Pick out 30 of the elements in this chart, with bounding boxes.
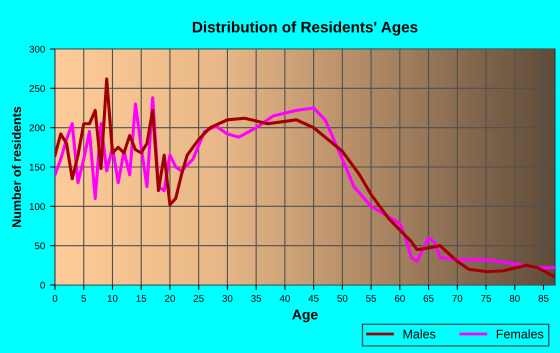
x-tick-label: 75 <box>481 295 492 302</box>
x-tick-label: 25 <box>194 294 204 302</box>
x-tick-label: 65 <box>424 294 434 302</box>
y-tick-label: 300 <box>29 46 45 53</box>
x-tick-label: 40 <box>280 294 290 302</box>
y-tick-label: 100 <box>30 203 45 210</box>
x-tick-label: 35 <box>251 294 262 302</box>
y-axis-title: Number of residents <box>12 106 22 227</box>
y-tick-label: 250 <box>30 85 45 92</box>
x-tick-label: 55 <box>366 295 376 302</box>
x-tick-label: 45 <box>308 295 319 302</box>
y-tick-label: 200 <box>30 124 45 132</box>
x-tick-label: 50 <box>337 294 348 302</box>
x-tick-label: 80 <box>510 294 520 302</box>
x-tick-label: 30 <box>222 294 232 302</box>
y-tick-label: 150 <box>30 164 45 171</box>
y-tick-label: 50 <box>34 242 45 250</box>
y-tick-label: 0 <box>40 282 45 289</box>
x-tick-label: 20 <box>165 294 175 302</box>
x-tick-label: 60 <box>394 294 405 302</box>
x-tick-label: 10 <box>108 294 118 302</box>
x-tick-label: 70 <box>452 294 462 302</box>
x-tick-label: 15 <box>136 295 146 302</box>
x-tick-label: 0 <box>52 294 58 302</box>
legend-label: Males <box>404 329 436 338</box>
x-tick-label: 85 <box>538 294 549 302</box>
chart-title: Distribution of Residents' Ages <box>192 21 418 36</box>
x-tick-label: 5 <box>81 295 86 302</box>
x-axis-title: Age <box>292 310 318 322</box>
legend-label: Females <box>496 329 544 338</box>
